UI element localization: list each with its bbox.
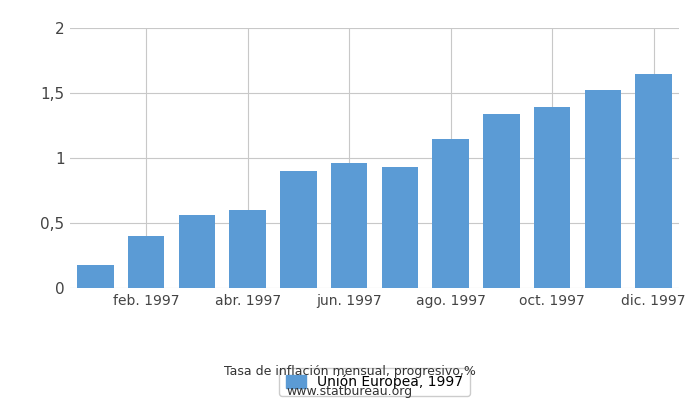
Bar	[280, 171, 316, 288]
Bar	[483, 114, 519, 288]
Bar	[178, 215, 215, 288]
Bar	[77, 265, 113, 288]
Bar	[128, 236, 164, 288]
Legend: Unión Europea, 1997: Unión Europea, 1997	[279, 368, 470, 396]
Bar	[584, 90, 621, 288]
Bar	[636, 74, 672, 288]
Bar	[230, 210, 266, 288]
Text: www.statbureau.org: www.statbureau.org	[287, 386, 413, 398]
Text: Tasa de inflación mensual, progresivo,%: Tasa de inflación mensual, progresivo,%	[224, 366, 476, 378]
Bar	[331, 163, 368, 288]
Bar	[433, 138, 469, 288]
Bar	[534, 107, 570, 288]
Bar	[382, 167, 418, 288]
